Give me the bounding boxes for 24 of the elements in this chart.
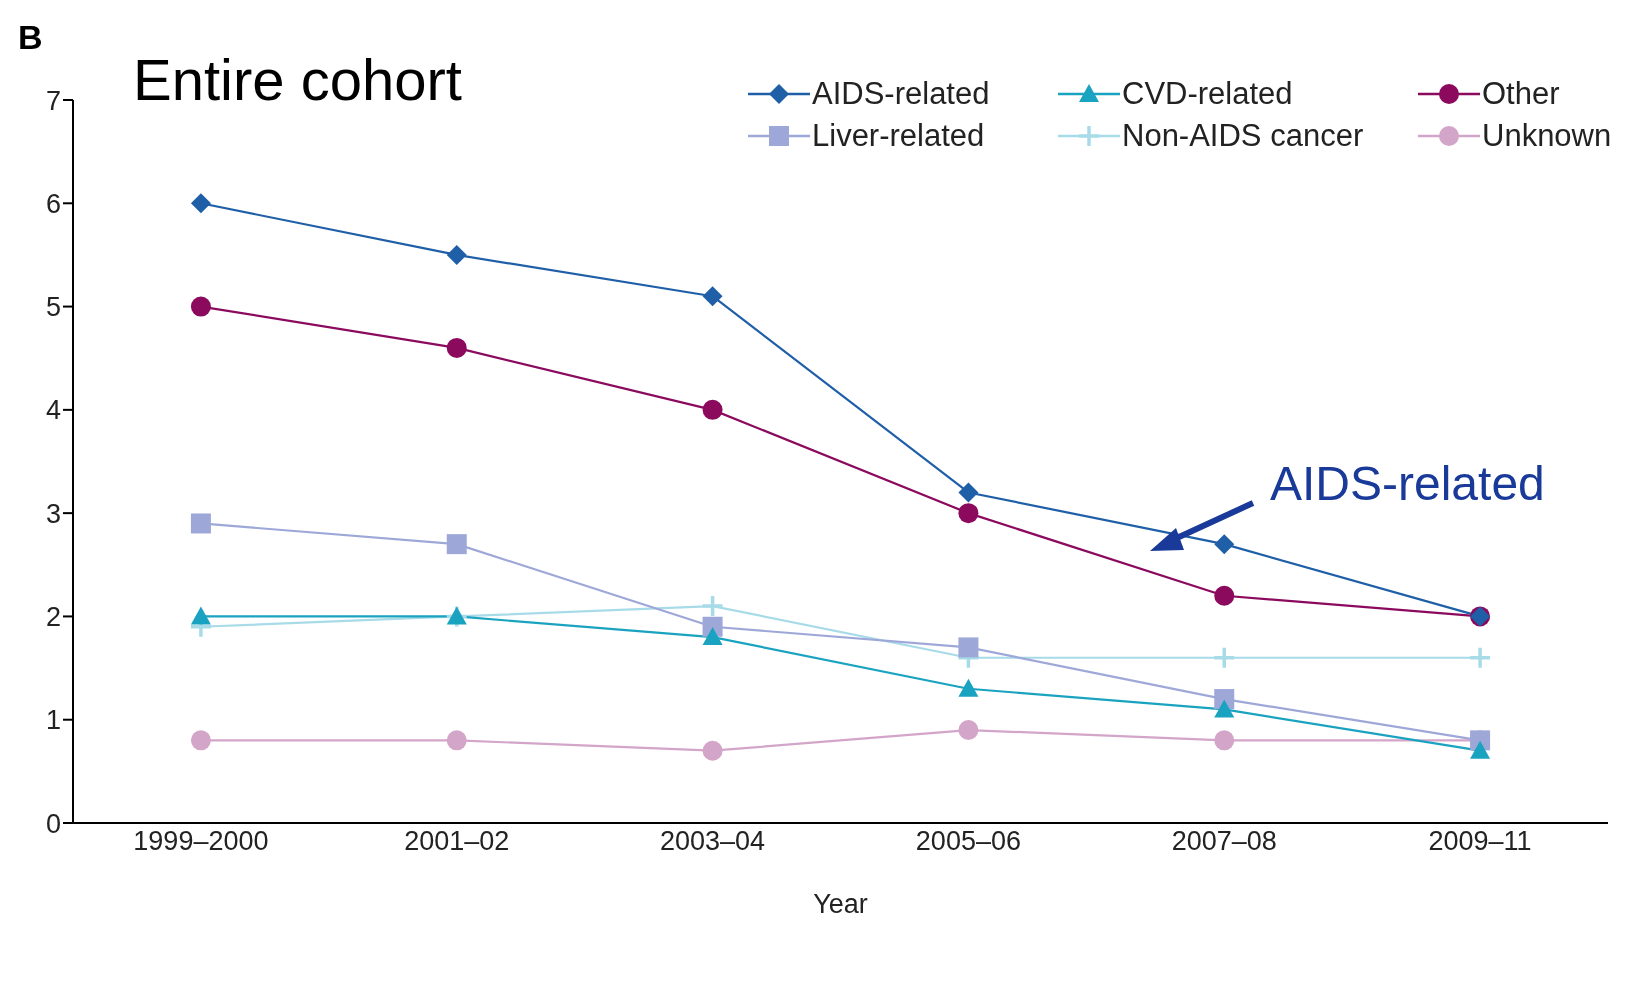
y-tick-label: 3: [45, 498, 61, 529]
annotation: AIDS-related: [1270, 456, 1545, 511]
chart-title: Entire cohort: [133, 46, 462, 113]
x-tick-label: 2005–06: [915, 826, 1021, 857]
y-tick-label: 7: [45, 85, 61, 116]
legend-label: Unknown: [1481, 118, 1613, 154]
y-tick-label: 6: [45, 188, 61, 219]
y-tick-label: 1: [45, 705, 61, 736]
x-tick-label: 2001–02: [404, 826, 510, 857]
y-tick-label: 4: [45, 395, 61, 426]
legend-label: Liver-related: [811, 118, 986, 154]
x-tick-label: 2007–08: [1171, 826, 1277, 857]
legend-label: Other: [1481, 76, 1561, 112]
text: B: [18, 18, 43, 57]
x-tick-label: 2009–11: [1428, 826, 1532, 857]
y-tick-label: 0: [45, 808, 61, 839]
x-tick-label: 1999–2000: [133, 826, 269, 857]
y-tick-label: 2: [45, 602, 61, 633]
x-axis-title: Year: [813, 889, 868, 919]
y-tick-label: 5: [45, 292, 61, 323]
x-tick-label: 2003–04: [660, 826, 766, 857]
legend-label: CVD-related: [1121, 76, 1294, 112]
legend-label: AIDS-related: [811, 76, 991, 112]
legend-label: Non-AIDS cancer: [1121, 118, 1365, 154]
